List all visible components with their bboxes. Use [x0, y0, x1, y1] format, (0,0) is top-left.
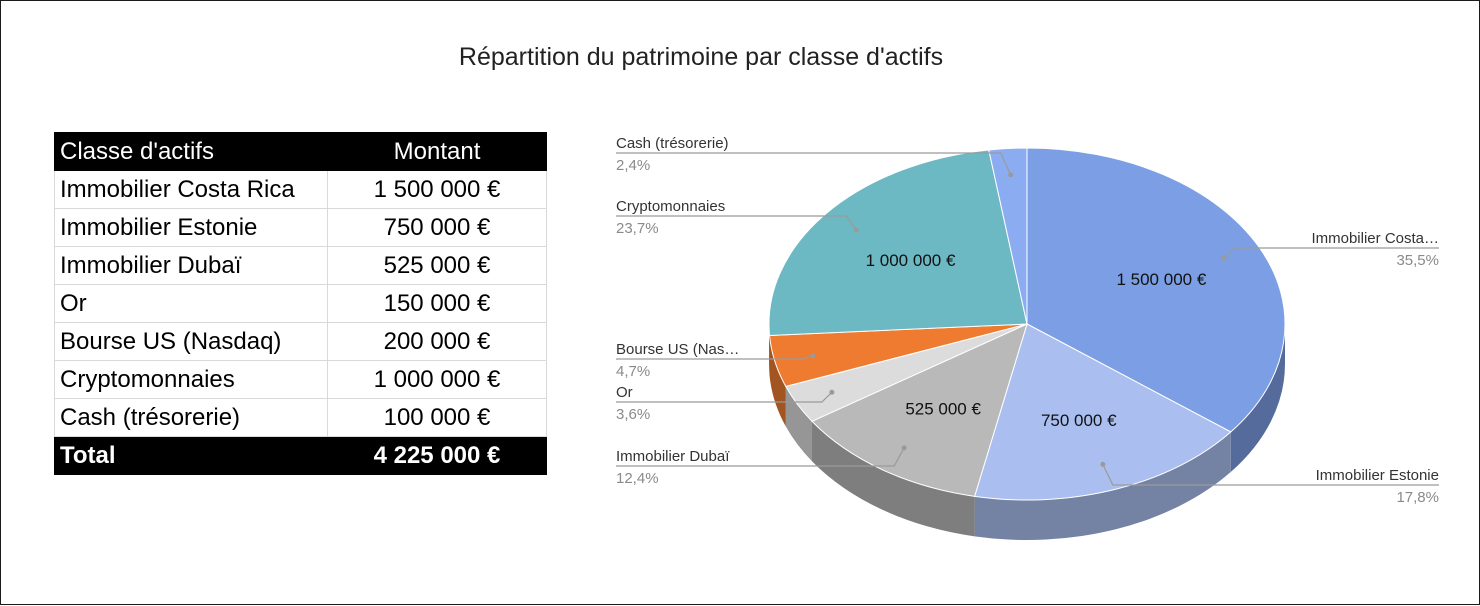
- row-label: Cash (trésorerie): [54, 398, 328, 437]
- slice-value-label: 750 000 €: [1041, 411, 1117, 430]
- row-amount: 100 000 €: [327, 398, 547, 437]
- legend-label: Cryptomonnaies: [616, 198, 725, 215]
- table-row: Or 150 000 €: [54, 284, 547, 323]
- legend-percent: 4,7%: [616, 363, 650, 380]
- row-amount: 1 500 000 €: [327, 170, 547, 209]
- leader-dot: [1221, 255, 1227, 261]
- legend-percent: 17,8%: [1396, 489, 1439, 506]
- legend-label: Bourse US (Nas…: [616, 341, 739, 358]
- total-label: Total: [54, 436, 328, 475]
- leader-dot: [1008, 172, 1014, 178]
- row-label: Cryptomonnaies: [54, 360, 328, 399]
- slice-value-label: 1 000 000 €: [866, 251, 956, 270]
- leader-dot: [853, 227, 859, 233]
- table-total-row: Total 4 225 000 €: [54, 436, 547, 475]
- pie-slice-cryptomonnaies: [768, 149, 1028, 336]
- header-asset-class: Classe d'actifs: [54, 132, 328, 171]
- leader-dot: [901, 445, 907, 451]
- chart-title: Répartition du patrimoine par classe d'a…: [458, 43, 944, 71]
- header-amount: Montant: [327, 132, 547, 171]
- slice-value-label: 525 000 €: [905, 400, 981, 419]
- pie-side-or: [785, 386, 812, 462]
- pie-side-immobilier-estonie: [974, 431, 1231, 540]
- leader-dot: [829, 389, 835, 395]
- total-amount: 4 225 000 €: [327, 436, 547, 475]
- table-row: Cryptomonnaies 1 000 000 €: [54, 360, 547, 399]
- leader-line: [616, 391, 833, 403]
- table-row: Bourse US (Nasdaq) 200 000 €: [54, 322, 547, 361]
- leader-line: [616, 215, 857, 231]
- row-label: Or: [54, 284, 328, 323]
- pie-top-faces: [768, 147, 1286, 501]
- leader-line: [1102, 464, 1439, 486]
- legend-percent: 12,4%: [616, 470, 659, 487]
- legend-label: Immobilier Estonie: [1316, 467, 1439, 484]
- leader-line: [616, 152, 1012, 176]
- pie-slice-cash-tresorerie: [988, 147, 1028, 325]
- leader-dot: [1100, 461, 1106, 467]
- leader-dot: [810, 353, 816, 359]
- row-amount: 1 000 000 €: [327, 360, 547, 399]
- leader-line: [1223, 247, 1439, 259]
- pie-slice-immobilier-dubai: [811, 323, 1028, 497]
- table-row: Immobilier Dubaï 525 000 €: [54, 246, 547, 285]
- pie-side-immobilier-dubai: [811, 421, 975, 537]
- legend-percent: 3,6%: [616, 406, 650, 423]
- legend-label: Immobilier Costa…: [1311, 230, 1439, 247]
- asset-table: Classe d'actifs Montant Immobilier Costa…: [54, 132, 547, 475]
- legend-label: Immobilier Dubaï: [616, 448, 730, 465]
- row-amount: 750 000 €: [327, 208, 547, 247]
- legend-percent: 23,7%: [616, 220, 659, 237]
- row-label: Immobilier Dubaï: [54, 246, 328, 285]
- legend-label: Cash (trésorerie): [616, 135, 729, 152]
- row-amount: 200 000 €: [327, 322, 547, 361]
- legend-percent: 2,4%: [616, 157, 650, 174]
- legend-percent: 35,5%: [1396, 252, 1439, 269]
- row-amount: 150 000 €: [327, 284, 547, 323]
- slice-value-label: 1 500 000 €: [1116, 270, 1206, 289]
- pie-side-immobilier-costa-rica: [1230, 324, 1285, 472]
- table-row: Immobilier Estonie 750 000 €: [54, 208, 547, 247]
- leader-line: [616, 447, 905, 467]
- legend-label: Or: [616, 384, 633, 401]
- leader-line: [616, 355, 813, 360]
- table-row: Cash (trésorerie) 100 000 €: [54, 398, 547, 437]
- row-label: Bourse US (Nasdaq): [54, 322, 328, 361]
- pie-slice-immobilier-estonie: [973, 323, 1232, 501]
- pie-slice-immobilier-costa-rica: [1026, 147, 1286, 433]
- table-header-row: Classe d'actifs Montant: [54, 132, 547, 171]
